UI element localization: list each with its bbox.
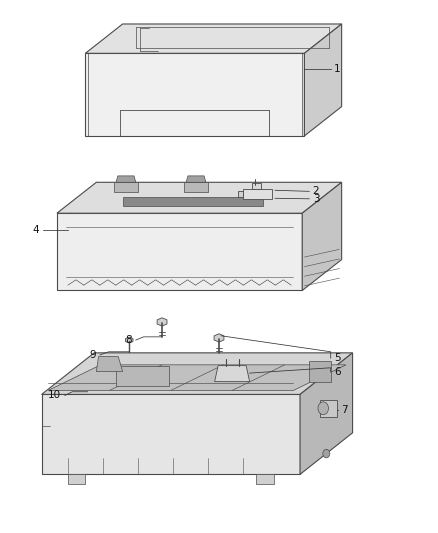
Text: 1: 1 (334, 64, 341, 74)
Circle shape (318, 402, 328, 415)
Polygon shape (302, 182, 342, 290)
Polygon shape (68, 474, 85, 484)
Text: 6: 6 (334, 367, 341, 377)
Polygon shape (243, 189, 272, 199)
Polygon shape (48, 365, 346, 390)
Text: 7: 7 (341, 406, 347, 415)
Polygon shape (215, 366, 250, 382)
Polygon shape (300, 353, 353, 474)
Polygon shape (304, 24, 342, 136)
Polygon shape (184, 182, 208, 192)
Polygon shape (309, 361, 331, 382)
Text: 8: 8 (126, 335, 132, 345)
Text: 4: 4 (33, 225, 39, 235)
Text: 5: 5 (334, 353, 341, 363)
Polygon shape (214, 334, 224, 342)
Polygon shape (252, 183, 261, 189)
Polygon shape (238, 191, 243, 197)
Polygon shape (125, 337, 133, 343)
Text: 9: 9 (90, 350, 96, 360)
Text: 2: 2 (313, 187, 319, 196)
Polygon shape (85, 53, 304, 136)
Text: 10: 10 (48, 391, 61, 400)
Polygon shape (116, 366, 169, 386)
Polygon shape (116, 176, 136, 182)
Polygon shape (42, 394, 300, 474)
Circle shape (323, 449, 330, 458)
Text: 3: 3 (313, 194, 319, 204)
Polygon shape (96, 357, 123, 372)
Polygon shape (57, 213, 302, 290)
Polygon shape (57, 182, 342, 213)
Polygon shape (256, 474, 274, 484)
Polygon shape (123, 197, 263, 206)
Polygon shape (42, 353, 353, 394)
Polygon shape (320, 400, 337, 417)
Polygon shape (186, 176, 206, 182)
Polygon shape (157, 318, 167, 326)
Polygon shape (114, 182, 138, 192)
Polygon shape (85, 24, 342, 53)
